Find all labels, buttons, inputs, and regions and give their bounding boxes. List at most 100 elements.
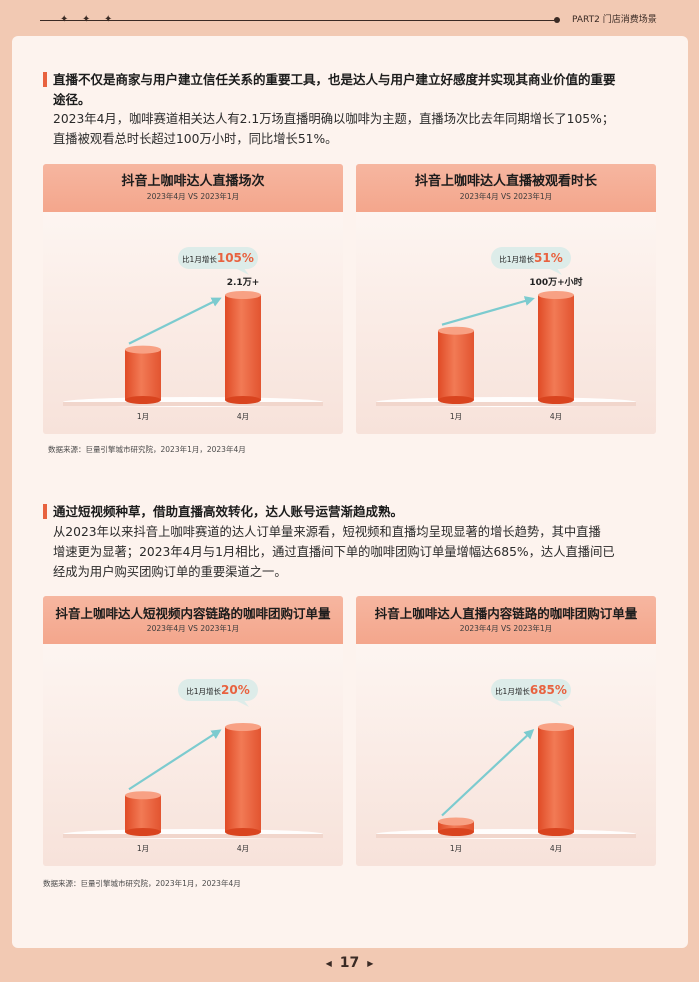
- top-line: [40, 20, 558, 21]
- growth-value: 51%: [534, 251, 563, 265]
- growth-label: 比1月增长20%: [186, 683, 250, 697]
- bar-base-1月: [438, 396, 474, 404]
- chart-plot-4: 1月 4月 比1月增长685%: [376, 679, 636, 853]
- section2-paragraph-line3: 经成为用户购买团购订单的重要渠道之一。: [53, 565, 287, 579]
- chart-plot-1: 1月 4月 2.1万+ 比1月增长105%: [63, 247, 323, 421]
- section2-heading-text: 通过短视频种草，借助直播高效转化，达人账号运营渐趋成熟。: [53, 504, 404, 519]
- tick-label-1月: 1月: [137, 412, 149, 421]
- chart-header: 抖音上咖啡达人直播被观看时长 2023年4月 VS 2023年1月: [356, 164, 656, 212]
- growth-value: 685%: [530, 683, 567, 697]
- chart-title: 抖音上咖啡达人直播场次: [121, 174, 265, 189]
- section1-paragraph-line1: 2023年4月，咖啡赛道相关达人有2.1万场直播明确以咖啡为主题，直播场次比去年…: [53, 112, 615, 126]
- chart-card-4: 抖音上咖啡达人直播内容链路的咖啡团购订单量 2023年4月 VS 2023年1月…: [356, 596, 656, 866]
- bar-4月: [538, 727, 574, 832]
- chart-title: 抖音上咖啡达人短视频内容链路的咖啡团购订单量: [55, 606, 331, 621]
- tick-label-1月: 1月: [137, 844, 149, 853]
- data-label-4月: 2.1万+: [227, 277, 260, 288]
- chart-plot-2: 1月 4月 100万+小时 比1月增长51%: [376, 247, 636, 421]
- bar-base-4月: [225, 828, 261, 836]
- source-note-1: 数据来源：巨量引擎城市研究院，2023年1月，2023年4月: [48, 445, 246, 454]
- part-label: PART2 门店消费场景: [572, 15, 657, 25]
- tick-label-4月: 4月: [237, 412, 249, 421]
- chart-plot-3: 1月 4月 比1月增长20%: [63, 679, 323, 853]
- section1-heading-line2: 途径。: [53, 92, 91, 107]
- section1-paragraph-line2: 直播被观看总时长超过100万小时，同比增长51%。: [53, 132, 338, 146]
- chart-header: 抖音上咖啡达人直播场次 2023年4月 VS 2023年1月: [43, 164, 343, 212]
- bar-base-4月: [538, 828, 574, 836]
- tick-label-1月: 1月: [450, 412, 462, 421]
- growth-prefix: 比1月增长: [499, 254, 534, 264]
- chart-card-3: 抖音上咖啡达人短视频内容链路的咖啡团购订单量 2023年4月 VS 2023年1…: [43, 596, 343, 866]
- chart-floor-edge: [376, 834, 636, 838]
- bar-4月: [538, 295, 574, 400]
- growth-value: 105%: [217, 251, 254, 265]
- chart-floor-edge: [63, 402, 323, 406]
- bar-top-1月: [125, 791, 161, 800]
- chart-floor-edge: [63, 834, 323, 838]
- growth-bubble: [178, 247, 258, 269]
- page-number: 17: [339, 955, 360, 971]
- growth-arrow: [128, 297, 222, 345]
- scalloped-edge: [12, 36, 688, 43]
- sparkle-icon: ✦: [82, 14, 91, 25]
- growth-bubble: [491, 679, 571, 701]
- chart-header: 抖音上咖啡达人短视频内容链路的咖啡团购订单量 2023年4月 VS 2023年1…: [43, 596, 343, 644]
- growth-label: 比1月增长51%: [499, 251, 563, 265]
- section2-paragraph-line1: 从2023年以来抖音上咖啡赛道的达人订单量来源看，短视频和直播均呈现显著的增长趋…: [53, 525, 601, 539]
- growth-label: 比1月增长685%: [495, 683, 567, 697]
- growth-prefix: 比1月增长: [182, 254, 217, 264]
- tick-label-4月: 4月: [550, 412, 562, 421]
- bar-base-1月: [438, 828, 474, 836]
- growth-value: 20%: [221, 683, 250, 697]
- next-page-icon[interactable]: ▶: [367, 958, 374, 968]
- bar-1月: [438, 330, 474, 400]
- chart-floor-edge: [376, 402, 636, 406]
- top-rule: ✦ ✦ ✦ PART2 门店消费场景: [40, 12, 690, 28]
- prev-page-icon[interactable]: ◀: [325, 958, 332, 968]
- bar-top-1月: [438, 326, 474, 335]
- section2-paragraph-line2: 增速更为显著；2023年4月与1月相比，通过直播间下单的咖啡团购订单量增幅达68…: [53, 545, 615, 559]
- chart-subtitle: 2023年4月 VS 2023年1月: [146, 624, 240, 633]
- sparkle-icon: ✦: [60, 14, 69, 25]
- chart-subtitle: 2023年4月 VS 2023年1月: [459, 624, 553, 633]
- chart-card-2: 抖音上咖啡达人直播被观看时长 2023年4月 VS 2023年1月 1月 4月 10…: [356, 164, 656, 434]
- data-label-4月: 100万+小时: [529, 276, 582, 288]
- chart-subtitle: 2023年4月 VS 2023年1月: [459, 192, 553, 201]
- chart-header: 抖音上咖啡达人直播内容链路的咖啡团购订单量 2023年4月 VS 2023年1月: [356, 596, 656, 644]
- bar-top-4月: [225, 723, 261, 731]
- bar-base-1月: [125, 828, 161, 836]
- tick-label-1月: 1月: [450, 844, 462, 853]
- growth-arrow: [441, 296, 535, 326]
- bar-base-4月: [538, 396, 574, 404]
- growth-bubble-tail: [235, 267, 249, 275]
- chart-card-1: 抖音上咖啡达人直播场次 2023年4月 VS 2023年1月 1月 4月 2.1万+…: [43, 164, 343, 434]
- bar-top-1月: [125, 345, 161, 354]
- source-note-2: 数据来源：巨量引擎城市研究院，2023年1月，2023年4月: [43, 879, 241, 888]
- growth-bubble: [178, 679, 258, 701]
- growth-prefix: 比1月增长: [186, 686, 221, 696]
- growth-bubble-tail: [548, 267, 562, 275]
- bar-top-4月: [538, 723, 574, 731]
- bar-4月: [225, 727, 261, 832]
- growth-arrow: [128, 729, 222, 791]
- bar-top-4月: [538, 291, 574, 299]
- bar-base-1月: [125, 396, 161, 404]
- growth-label: 比1月增长105%: [182, 251, 254, 265]
- bar-base-4月: [225, 396, 261, 404]
- bar-1月: [438, 821, 474, 832]
- tick-label-4月: 4月: [550, 844, 562, 853]
- bar-4月: [225, 295, 261, 400]
- chart-title: 抖音上咖啡达人直播内容链路的咖啡团购订单量: [374, 606, 638, 621]
- section1-heading-line1: 直播不仅是商家与用户建立信任关系的重要工具，也是达人与用户建立好感度并实现其商业…: [53, 72, 616, 87]
- growth-arrow: [441, 728, 535, 817]
- growth-prefix: 比1月增长: [495, 686, 530, 696]
- bar-1月: [125, 349, 161, 400]
- heading-marker: [43, 504, 47, 519]
- heading-marker: [43, 72, 47, 87]
- bar-top-4月: [225, 291, 261, 299]
- page-content: 直播不仅是商家与用户建立信任关系的重要工具，也是达人与用户建立好感度并实现其商业…: [12, 36, 688, 948]
- chart-subtitle: 2023年4月 VS 2023年1月: [146, 192, 240, 201]
- bar-top-1月: [438, 817, 474, 826]
- growth-bubble-tail: [235, 699, 249, 707]
- tick-label-4月: 4月: [237, 844, 249, 853]
